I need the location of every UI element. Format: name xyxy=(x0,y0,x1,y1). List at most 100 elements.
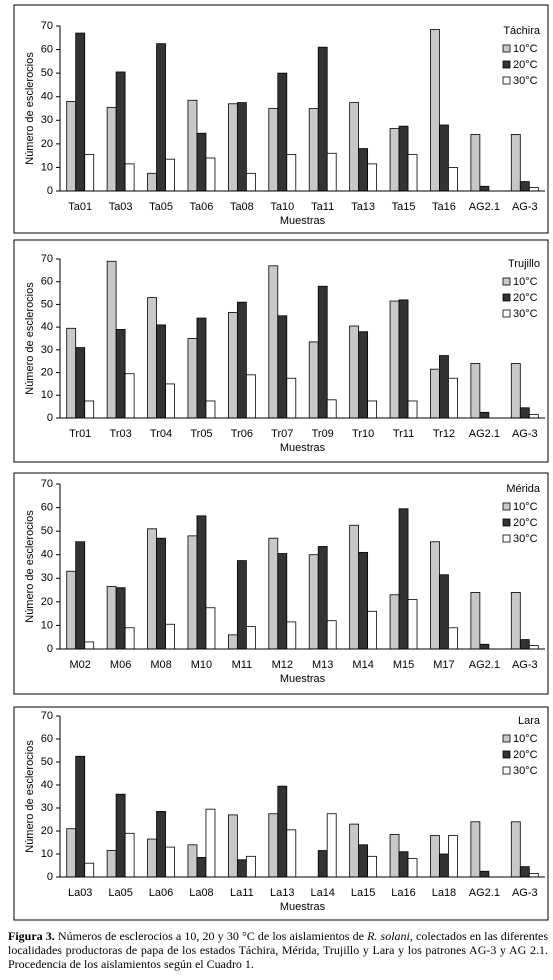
x-tick-label: Tr09 xyxy=(312,428,334,440)
legend-swatch xyxy=(502,766,511,775)
bar xyxy=(398,125,409,192)
legend-label: 20°C xyxy=(513,59,538,71)
x-axis-title: Muestras xyxy=(280,901,326,913)
bar xyxy=(165,623,175,650)
x-tick-label: La13 xyxy=(270,887,294,899)
x-tick-label: Tr07 xyxy=(271,428,293,440)
x-tick-label: Tr01 xyxy=(69,428,91,440)
bar xyxy=(66,570,77,650)
x-tick-label: AG-3 xyxy=(512,659,538,671)
bar xyxy=(245,172,256,192)
bar xyxy=(227,814,238,878)
y-tick-label: 60 xyxy=(41,501,53,513)
bar xyxy=(358,148,369,192)
x-tick-label: M02 xyxy=(70,659,91,671)
bar xyxy=(430,541,440,650)
bar xyxy=(430,368,440,419)
bar xyxy=(84,154,95,192)
y-tick-label: 0 xyxy=(47,185,53,197)
bar xyxy=(115,71,126,192)
x-tick-label: La18 xyxy=(432,887,456,899)
bar xyxy=(196,515,207,650)
y-tick-label: 30 xyxy=(41,114,53,126)
bar xyxy=(115,587,126,650)
bar xyxy=(308,108,319,192)
x-tick-label: AG-3 xyxy=(512,201,538,213)
bar xyxy=(187,338,198,419)
bar xyxy=(196,132,207,192)
panel-frame xyxy=(13,472,549,695)
bar xyxy=(66,101,77,192)
bar xyxy=(156,811,166,878)
x-axis-title: Muestras xyxy=(280,215,326,227)
bar xyxy=(245,626,256,650)
bar xyxy=(407,400,418,419)
bar xyxy=(367,163,378,192)
bar xyxy=(205,808,216,878)
panel-frame xyxy=(13,239,549,463)
bar xyxy=(358,844,369,878)
caption: Figura 3. Números de esclerocios a 10, 2… xyxy=(8,929,548,971)
bar xyxy=(124,627,135,650)
bar xyxy=(75,541,86,650)
legend-label: 10°C xyxy=(513,276,538,288)
bar xyxy=(308,341,319,419)
bar xyxy=(519,639,530,650)
y-tick-label: 20 xyxy=(41,138,53,150)
legend-swatch xyxy=(502,277,511,286)
bar xyxy=(84,641,95,650)
legend-swatch xyxy=(502,293,511,302)
bar xyxy=(268,813,279,878)
bar xyxy=(156,324,166,419)
chart-panel: 0 10 20 30 40 50 60 70 M02 M06 M08 M10 M11 M12 M13 M14 M… xyxy=(13,472,549,695)
bar xyxy=(196,857,207,878)
bar xyxy=(528,645,539,650)
y-tick-label: 10 xyxy=(41,848,53,860)
legend-swatch xyxy=(502,76,511,85)
bar xyxy=(389,834,400,878)
x-tick-label: M06 xyxy=(110,659,131,671)
bar xyxy=(519,407,530,419)
x-tick-label: La16 xyxy=(391,887,415,899)
bar xyxy=(470,592,481,650)
bar xyxy=(398,299,409,419)
bar xyxy=(479,185,490,192)
bar xyxy=(448,167,458,192)
bar xyxy=(470,134,481,192)
x-tick-label: Tr03 xyxy=(110,428,132,440)
legend-swatch xyxy=(502,309,511,318)
y-tick-label: 20 xyxy=(41,366,53,378)
bar xyxy=(470,821,481,878)
chart-title: Lara xyxy=(518,715,541,727)
y-tick-label: 30 xyxy=(41,344,53,356)
y-axis-title: Número de esclerocios xyxy=(24,740,36,853)
legend-label: 20°C xyxy=(513,749,538,761)
bar xyxy=(389,128,400,192)
bar xyxy=(286,621,297,650)
bar xyxy=(156,43,166,192)
x-tick-label: Tr05 xyxy=(190,428,212,440)
legend-label: 30°C xyxy=(513,533,538,545)
y-tick-label: 10 xyxy=(41,389,53,401)
bar xyxy=(227,311,238,419)
bar xyxy=(317,850,328,878)
y-tick-label: 30 xyxy=(41,802,53,814)
chart-title: Mérida xyxy=(506,483,541,495)
bar xyxy=(349,823,360,878)
legend-swatch xyxy=(502,44,511,53)
x-tick-label: La14 xyxy=(310,887,334,899)
legend-label: 30°C xyxy=(513,765,538,777)
x-tick-label: AG-3 xyxy=(512,887,538,899)
bar xyxy=(75,32,86,192)
caption-italic: R. solani xyxy=(367,929,410,943)
bar xyxy=(367,610,378,650)
bar xyxy=(389,300,400,419)
legend-label: 20°C xyxy=(513,292,538,304)
bar xyxy=(236,859,247,878)
bar xyxy=(84,400,95,419)
bar xyxy=(349,325,360,419)
bar xyxy=(205,400,216,419)
bar xyxy=(389,594,400,650)
bar xyxy=(430,29,440,192)
legend-label: 30°C xyxy=(513,308,538,320)
